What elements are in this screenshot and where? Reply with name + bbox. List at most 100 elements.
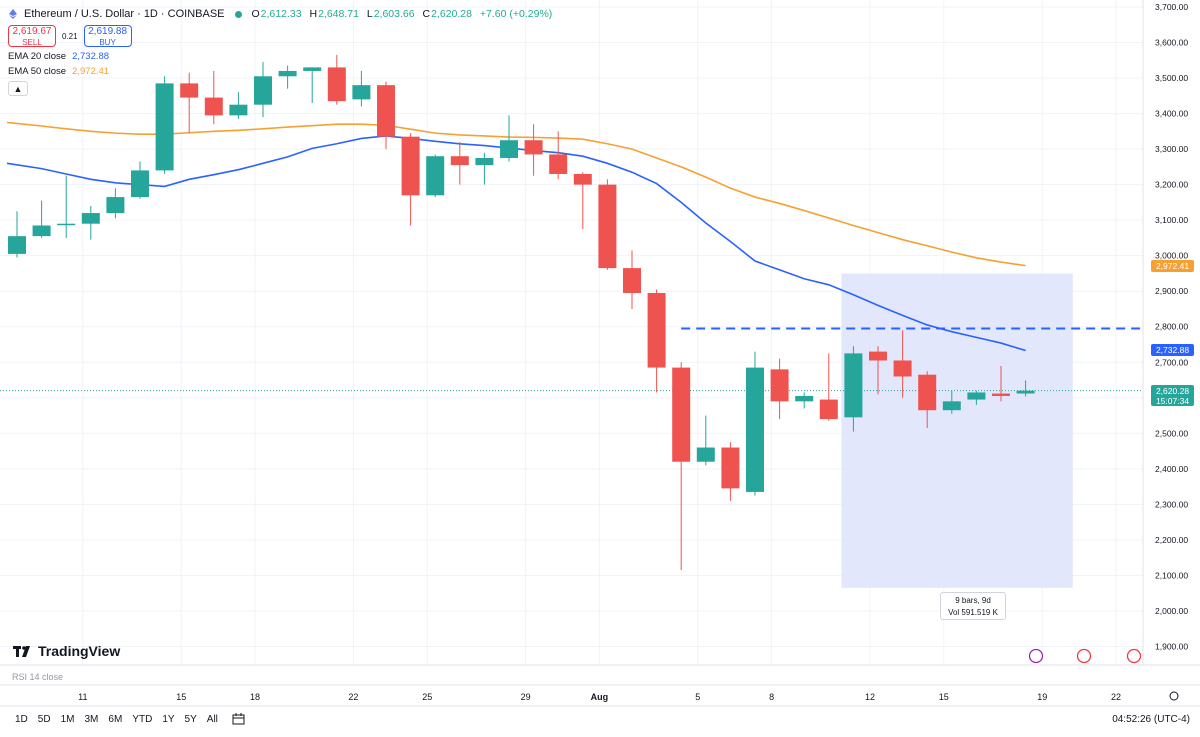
y-axis-tick-label: 2,800.00 [1155, 322, 1188, 332]
ohlc-values: O2,612.33 H2,648.71 L2,603.66 C2,620.28 … [251, 8, 553, 20]
collapse-legend-button[interactable]: ▲ [8, 81, 28, 96]
ema20-label: EMA 20 close [8, 51, 67, 62]
tradingview-logo-icon [13, 645, 30, 657]
candle-body [401, 136, 420, 196]
candle-body [32, 225, 51, 237]
candle-body [647, 292, 666, 368]
timeframe-6m[interactable]: 6M [108, 713, 123, 725]
y-axis-tick-label: 3,000.00 [1155, 251, 1188, 261]
candle-body [549, 154, 568, 174]
trade-buttons: 2,619.67 SELL 0.21 2,619.88 BUY [8, 25, 552, 47]
candle-body [352, 85, 371, 100]
ema20-line [6, 135, 1026, 352]
timeframe-1d[interactable]: 1D [15, 713, 28, 725]
candle-body [327, 67, 346, 102]
y-axis-tick-label: 3,600.00 [1155, 38, 1188, 48]
x-axis-tick-label: 22 [348, 692, 358, 702]
close-value: 2,620.28 [431, 8, 472, 20]
candle-body [303, 67, 322, 71]
market-open-icon [234, 10, 242, 18]
y-axis-tick-label: 3,700.00 [1155, 2, 1188, 12]
candle-body [1016, 390, 1035, 394]
y-axis-tick-label: 2,900.00 [1155, 286, 1188, 296]
candle-body [623, 268, 641, 293]
candle-body [746, 367, 764, 492]
ethereum-icon [9, 9, 17, 19]
timeframe-5d[interactable]: 5D [37, 713, 51, 725]
range-info-box: 9 bars, 9d Vol 591.519 K [940, 592, 1006, 620]
candle-body [8, 236, 26, 254]
high-value: 2,648.71 [318, 8, 359, 20]
ema50-price-tag: 2,972.41 [1151, 260, 1194, 272]
candle-body [967, 392, 986, 400]
candle-body [204, 97, 223, 116]
date-price-range-box[interactable] [841, 273, 1073, 588]
y-axis-tick-label: 2,700.00 [1155, 357, 1188, 367]
timeframe-5y[interactable]: 5Y [184, 713, 197, 725]
candle-body [844, 353, 863, 418]
x-axis-tick-label: 12 [865, 692, 875, 702]
sell-price: 2,619.67 [12, 26, 52, 37]
last-price-tag: 2,620.28 15:07:34 [1151, 385, 1194, 406]
candle-body [450, 156, 469, 166]
ema20-price-tag: 2,732.88 [1151, 344, 1194, 356]
candle-body [254, 76, 272, 105]
candle-body [57, 223, 76, 226]
clock-timezone[interactable]: 04:52:26 (UTC-4) [1112, 713, 1190, 725]
y-axis-tick-label: 3,100.00 [1155, 215, 1188, 225]
x-axis-tick-label: Aug [591, 692, 609, 702]
symbol-title[interactable]: Ethereum / U.S. Dollar · 1D · COINBASE [24, 8, 225, 20]
y-axis-tick-label: 3,200.00 [1155, 180, 1188, 190]
x-axis-tick-label: 15 [939, 692, 949, 702]
rsi-pane-label[interactable]: RSI 14 close [12, 672, 64, 682]
change-value: +7.60 (+0.29%) [479, 8, 553, 20]
tradingview-logo[interactable]: TradingView [13, 643, 120, 659]
calendar-goto-icon[interactable] [232, 713, 245, 725]
ema20-value: 2,732.88 [72, 51, 110, 62]
candle-body [426, 156, 445, 196]
candle-body [696, 447, 715, 462]
candle-body [819, 399, 838, 420]
ema50-line [6, 121, 1026, 267]
y-axis-tick-label: 3,300.00 [1155, 144, 1188, 154]
x-axis-tick-label: 8 [769, 692, 774, 702]
timeframe-all[interactable]: All [206, 713, 218, 725]
bottom-toolbar: 1D 5D 1M 3M 6M YTD 1Y 5Y All 04:52:26 (U… [0, 706, 1200, 732]
us-flag-event-icon[interactable] [1076, 648, 1092, 664]
candle-body [180, 83, 199, 98]
candle-body [918, 374, 937, 411]
buy-button[interactable]: 2,619.88 BUY [83, 25, 132, 47]
us-flag-event-icon[interactable] [1126, 648, 1142, 664]
x-axis-tick-label: 22 [1111, 692, 1121, 702]
ema50-legend[interactable]: EMA 50 close 2,972.41 [8, 64, 552, 79]
spread-value: 0.21 [62, 31, 78, 41]
candle-body [278, 70, 297, 77]
candle-body [475, 157, 494, 166]
x-axis-tick-label: 18 [250, 692, 260, 702]
range-bars-text: 9 bars, 9d [955, 596, 991, 605]
timeframe-1y[interactable]: 1Y [162, 713, 175, 725]
y-axis-tick-label: 2,300.00 [1155, 499, 1188, 509]
sell-button[interactable]: 2,619.67 SELL [8, 25, 56, 47]
candle-body [377, 85, 395, 137]
candle-body [155, 83, 174, 171]
buy-label: BUY [99, 38, 116, 47]
y-axis-tick-label: 2,400.00 [1155, 464, 1188, 474]
chevron-up-icon: ▲ [13, 83, 23, 94]
timeframe-3m[interactable]: 3M [84, 713, 99, 725]
lightning-event-icon[interactable] [1028, 648, 1044, 664]
x-axis-tick-label: 29 [521, 692, 531, 702]
candle-body [795, 396, 814, 402]
ema20-legend[interactable]: EMA 20 close 2,732.88 [8, 49, 552, 64]
candle-body [992, 393, 1010, 397]
x-axis-tick-label: 19 [1037, 692, 1047, 702]
timeframe-ytd[interactable]: YTD [132, 713, 153, 725]
scroll-to-realtime-icon[interactable] [1169, 691, 1179, 701]
symbol-row: Ethereum / U.S. Dollar · 1D · COINBASE O… [8, 6, 552, 22]
y-axis-tick-label: 2,500.00 [1155, 428, 1188, 438]
timeframe-1m[interactable]: 1M [60, 713, 75, 725]
sell-label: SELL [22, 38, 42, 47]
candle-body [598, 184, 617, 269]
candle-body [81, 213, 100, 224]
